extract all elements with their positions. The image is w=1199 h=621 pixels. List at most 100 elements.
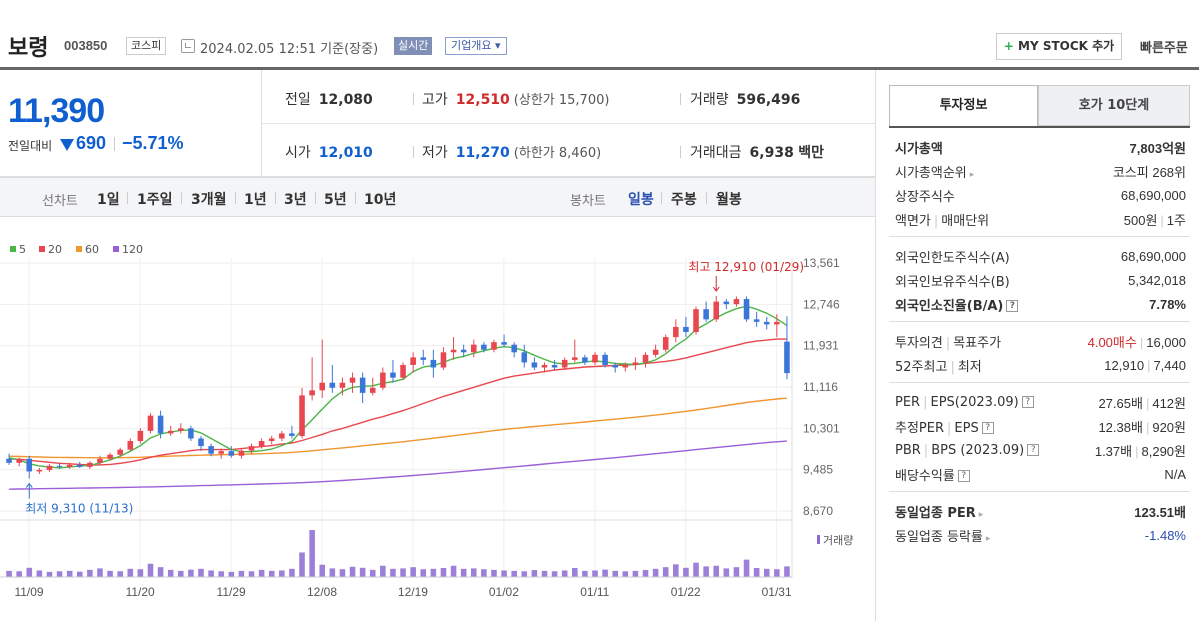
legend-label: 20 <box>48 243 62 256</box>
stat-label: 시가 <box>285 145 311 161</box>
chevron-right-icon: ▸ <box>969 169 975 180</box>
candlestick-chart-svg[interactable]: 5 20 60 120 13,561 12,746 11,931 11,116 10,301 9,… <box>0 218 875 621</box>
x-tick-label: 12/08 <box>307 585 337 599</box>
candle-body <box>440 352 447 368</box>
volume-bar <box>652 568 659 577</box>
stat-value: 11,270 <box>455 145 510 161</box>
y-tick-label: 8,670 <box>803 504 833 518</box>
period-3m[interactable]: 3개월 <box>191 192 227 208</box>
market-badge: 코스피 <box>126 37 167 55</box>
y-tick-label: 9,485 <box>803 463 833 477</box>
est-per-value: 12.38배 <box>1098 419 1143 435</box>
divider <box>127 192 128 204</box>
row-market-cap-rank[interactable]: 시가총액순위 ▸ 코스피 268위 <box>889 159 1190 183</box>
stock-code: 003850 <box>64 38 108 53</box>
candle-weekly[interactable]: 주봉 <box>671 192 697 208</box>
help-icon[interactable]: ? <box>957 470 970 482</box>
period-1w[interactable]: 1주일 <box>137 192 173 208</box>
row-market-cap: 시가총액 7,803억원 <box>889 135 1190 159</box>
pbr-value: 1.37배 <box>1094 443 1133 459</box>
candle-body <box>743 299 750 320</box>
volume-bar <box>763 568 770 577</box>
period-1y[interactable]: 1년 <box>244 192 267 208</box>
candle-daily[interactable]: 일봉 <box>628 192 654 208</box>
eps-label: EPS(2023.09) <box>930 394 1019 410</box>
candle-body <box>753 319 760 322</box>
candle-body <box>87 462 93 467</box>
volume-bar <box>420 569 427 577</box>
divider <box>413 146 414 158</box>
row-value: 5,342,018 <box>1128 272 1186 288</box>
row-per: PER | EPS(2023.09)? 27.65배 | 412원 <box>889 390 1190 414</box>
row-industry-per[interactable]: 동일업종 PER ▸ 123.51배 <box>889 499 1190 523</box>
realtime-badge[interactable]: 실시간 <box>394 37 433 55</box>
tab-investment-info[interactable]: 투자정보 <box>889 85 1038 126</box>
candle-body <box>167 430 174 434</box>
row-label: 액면가 | 매매단위 <box>895 213 990 229</box>
y-tick-label: 11,116 <box>803 380 838 394</box>
candle-monthly[interactable]: 월봉 <box>716 192 742 208</box>
volume-bar <box>56 571 63 577</box>
volume-bar <box>470 568 477 577</box>
clock-icon <box>181 39 195 53</box>
volume-bar <box>228 571 235 577</box>
target-price-value: 16,000 <box>1146 334 1186 350</box>
add-mystock-label: MY STOCK 추가 <box>1018 39 1115 53</box>
row-industry-rate[interactable]: 동일업종 등락률 ▸ -1.48% <box>889 523 1190 547</box>
candle-body <box>541 364 548 368</box>
legend-swatch <box>113 246 119 252</box>
row-label: 시가총액 <box>895 141 943 157</box>
candle-body <box>309 390 315 396</box>
period-10y[interactable]: 10년 <box>364 192 397 208</box>
period-5y[interactable]: 5년 <box>324 192 347 208</box>
period-1d[interactable]: 1일 <box>97 192 120 208</box>
stat-label: 거래대금 <box>690 145 742 161</box>
opinion-label: 투자의견 <box>895 335 943 351</box>
volume-bar <box>117 571 123 577</box>
volume-bar <box>400 568 406 577</box>
current-price: 11,390 <box>8 92 105 130</box>
volume-bar <box>6 570 12 577</box>
volume-bar <box>390 568 396 577</box>
volume-bar <box>107 570 113 577</box>
add-mystock-button[interactable]: + MY STOCK 추가 <box>996 33 1122 60</box>
row-value: 500원 | 1주 <box>1123 212 1186 228</box>
row-label: 상장주식수 <box>895 189 955 205</box>
foreign-ratio-label: 외국인소진율(B/A) <box>895 298 1004 314</box>
row-label: 외국인보유주식수(B) <box>895 274 1010 290</box>
candle-body <box>420 357 427 360</box>
period-3y[interactable]: 3년 <box>284 192 307 208</box>
help-icon[interactable]: ? <box>981 422 994 434</box>
candle-body <box>329 382 336 388</box>
per-value: 27.65배 <box>1098 395 1143 411</box>
volume-bar <box>551 571 558 577</box>
candle-body <box>450 349 457 353</box>
candle-body <box>501 342 507 345</box>
row-estimated-per: 추정PER | EPS? 12.38배 | 920원 <box>889 414 1190 438</box>
row-label: 외국인소진율(B/A)? <box>895 295 1019 314</box>
stat-open: 시가 12,010 <box>285 142 373 162</box>
row-foreign-limit: 외국인한도주식수(A) 68,690,000 <box>889 244 1190 268</box>
volume-bar <box>602 569 608 577</box>
company-info-button[interactable]: 기업개요 ▾ <box>445 37 507 55</box>
volume-bar <box>642 570 649 577</box>
candle-body <box>774 321 780 325</box>
price-chart[interactable]: 5 20 60 120 13,561 12,746 11,931 11,116 10,301 9,… <box>0 218 875 621</box>
row-value: 7.78% <box>1149 296 1186 312</box>
chevron-right-icon: ▸ <box>985 533 991 544</box>
amount-unit: 백만 <box>798 145 825 161</box>
help-icon[interactable]: ? <box>1027 444 1040 456</box>
w52-high-value: 12,910 <box>1104 357 1145 373</box>
help-icon[interactable]: ? <box>1021 396 1034 408</box>
volume-label: 거래량 <box>823 534 853 547</box>
quick-order-button[interactable]: 빠른주문 <box>1140 41 1188 56</box>
tab-orderbook[interactable]: 호가 10단계 <box>1038 85 1190 126</box>
x-tick-label: 01/31 <box>762 585 792 599</box>
candle-body <box>763 321 770 325</box>
volume-bar <box>157 567 164 577</box>
candle-body <box>279 433 285 439</box>
candle-body <box>299 395 305 436</box>
trade-unit-value: 1주 <box>1166 212 1186 228</box>
help-icon[interactable]: ? <box>1006 300 1019 312</box>
volume-bar <box>137 569 144 577</box>
